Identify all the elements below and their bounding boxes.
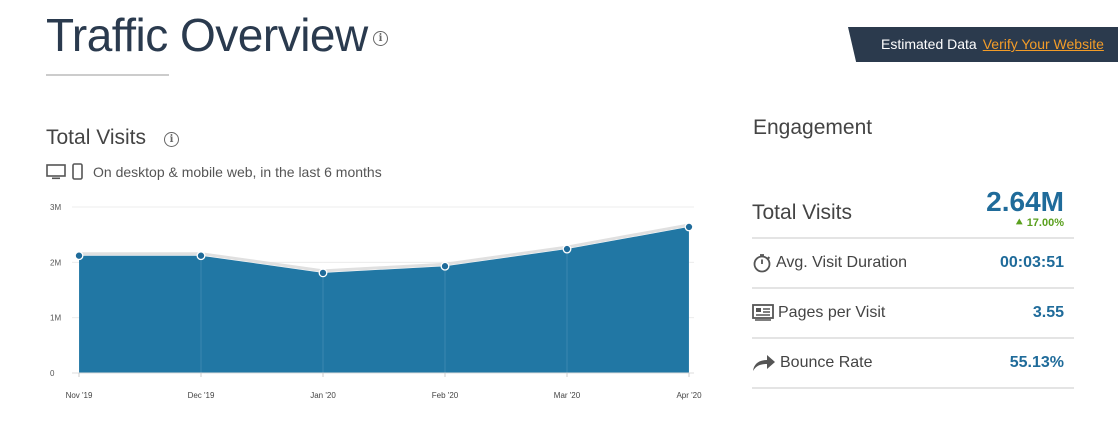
x-tick-label: Dec '19: [188, 391, 215, 400]
y-tick-label: 1M: [50, 314, 61, 323]
total-visits-label: Total Visits: [752, 200, 852, 224]
data-point: [196, 251, 206, 261]
engagement-title: Engagement: [753, 116, 873, 139]
row-label: Bounce Rate: [780, 354, 873, 371]
y-tick-label: 0: [50, 369, 55, 378]
chart-subtitle: On desktop & mobile web, in the last 6 m…: [46, 163, 382, 180]
verify-website-link[interactable]: Verify Your Website: [982, 36, 1104, 52]
row-value: 3.55: [1032, 304, 1064, 321]
estimated-data-label: Estimated Data: [881, 36, 977, 52]
engagement-row: Avg. Visit Duration 00:03:51: [752, 239, 1074, 289]
total-visits-chart: 0 1M 2M 3M Nov '19 Dec '19 Jan '20 Feb '20 Mar '…: [50, 203, 702, 400]
page-title: Traffic Overview: [46, 9, 368, 61]
y-tick-label: 2M: [50, 258, 61, 267]
arrow-up-icon: ⯅: [1014, 217, 1024, 229]
data-point: [318, 268, 328, 278]
change-value: 17.00%: [1026, 217, 1064, 229]
x-tick-label: Nov '19: [66, 391, 93, 400]
total-visits-change: ⯅ 17.00%: [986, 217, 1064, 230]
info-icon[interactable]: i: [164, 132, 179, 147]
subtitle-text: On desktop & mobile web, in the last 6 m…: [93, 163, 382, 180]
x-tick-label: Jan '20: [310, 391, 336, 400]
data-point: [562, 244, 572, 254]
title-divider: [46, 74, 169, 76]
total-visits-title: Total Visits: [46, 126, 146, 149]
area-series: [79, 226, 689, 373]
y-tick-label: 3M: [50, 203, 61, 212]
info-icon[interactable]: i: [373, 31, 388, 46]
x-tick-label: Mar '20: [554, 391, 581, 400]
total-visits-value: 2.64M: [986, 186, 1064, 217]
engagement-row: Pages per Visit 3.55: [752, 289, 1074, 339]
engagement-total-visits: Total Visits 2.64M ⯅ 17.00%: [752, 180, 1074, 239]
mobile-icon: [72, 163, 83, 180]
x-tick-label: Feb '20: [432, 391, 459, 400]
data-point: [684, 222, 694, 232]
series-outline: [79, 223, 690, 273]
desktop-icon: [46, 163, 66, 179]
estimated-data-banner: Estimated Data Verify Your Website: [848, 27, 1118, 62]
row-label: Avg. Visit Duration: [776, 254, 908, 271]
x-tick-label: Apr '20: [676, 391, 702, 400]
data-point: [74, 251, 84, 261]
row-label: Pages per Visit: [778, 304, 886, 321]
row-value: 55.13%: [1009, 354, 1064, 371]
data-point: [440, 261, 450, 271]
row-value: 00:03:51: [999, 254, 1064, 271]
stopwatch-icon: [753, 254, 771, 273]
pages-icon: [752, 304, 774, 321]
engagement-row: Bounce Rate 55.13%: [752, 339, 1074, 389]
share-arrow-icon: [753, 355, 775, 371]
